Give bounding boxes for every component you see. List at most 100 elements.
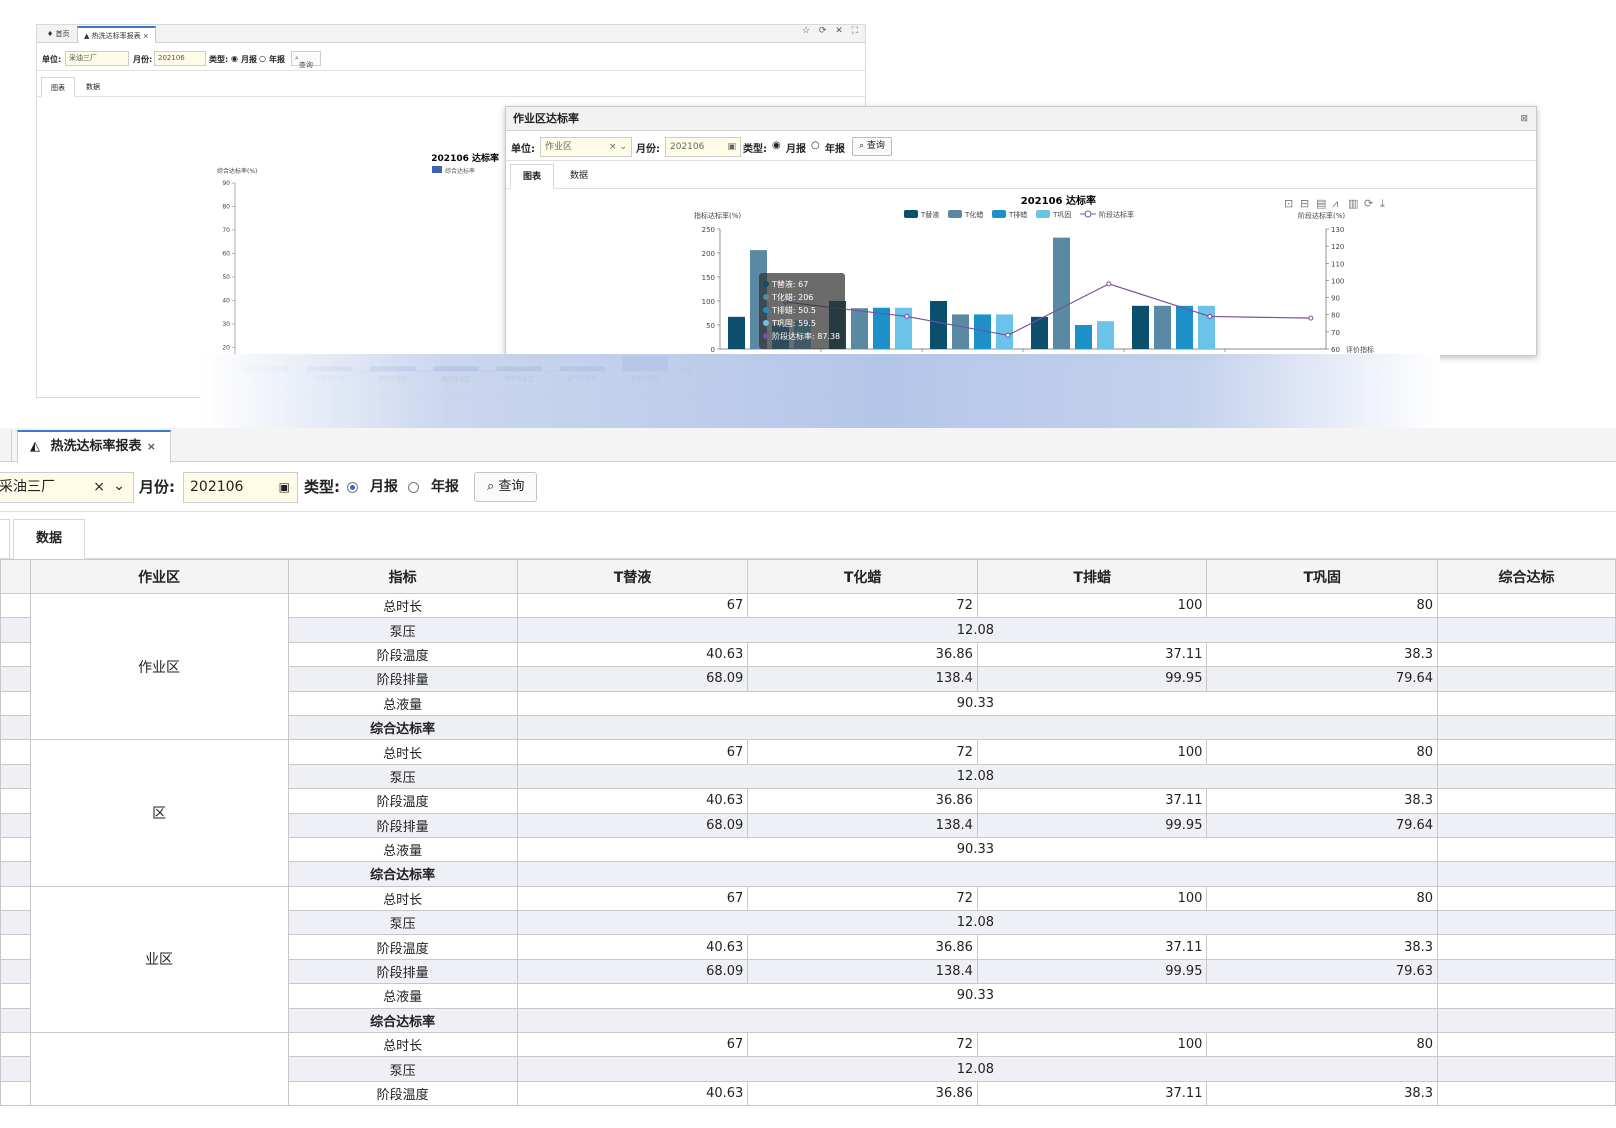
subtab-data[interactable]: 数据 — [86, 83, 100, 91]
rate-point — [1106, 281, 1112, 287]
main-subtabs: 数据 — [0, 512, 1616, 559]
close-icon[interactable]: ⊠ — [1520, 114, 1528, 124]
unit-select[interactable]: 采油三厂 — [65, 51, 129, 66]
legend-label: T化蜡 — [964, 210, 983, 219]
unit-select[interactable]: 作业区 × ⌄ — [540, 137, 632, 157]
row-index-cell — [0, 641, 31, 668]
row-index-cell — [0, 958, 31, 985]
merged-value-cell — [516, 861, 1439, 887]
chevron-down-icon[interactable]: ⌄ — [113, 478, 125, 494]
overall-rate-cell — [1437, 788, 1616, 814]
overall-rate-cell — [1437, 885, 1616, 912]
small-filter-bar: 单位: 采油三厂 月份: 202106 类型: ◉ 月报 ○ 年报 ⌕ 查询 — [37, 47, 865, 71]
radio-yearly[interactable]: ○ — [811, 140, 820, 151]
subtab-data[interactable]: 数据 — [570, 171, 589, 181]
report-table: 作业区 指标 T替液 T化蜡 T排蜡 T巩固 综合达标 作业区 总时长 67 72 100 80 泵压 12… — [0, 559, 1616, 1107]
value-cell: 80 — [1206, 1032, 1439, 1058]
value-cell: 38.3 — [1206, 641, 1439, 668]
value-cell: 38.3 — [1206, 788, 1439, 814]
close-icon[interactable]: × — [146, 440, 156, 453]
overall-rate-cell — [1437, 1007, 1616, 1034]
calendar-icon[interactable]: ▣ — [278, 480, 290, 494]
bar-switch-icon[interactable]: ▥ — [1348, 197, 1358, 210]
month-input[interactable]: 202106 — [154, 51, 206, 66]
overall-rate-cell — [1437, 1056, 1616, 1082]
subtab-chart[interactable]: 图表 — [41, 77, 75, 97]
table-header-cell: T替液 — [516, 559, 749, 594]
month-input[interactable]: 202106 ▣ — [665, 137, 741, 157]
subtab-chart[interactable]: 图表 — [510, 164, 555, 189]
table-row: 总时长 67 72 100 80 — [0, 1032, 1616, 1107]
save-image-icon[interactable]: ⤓ — [1380, 197, 1385, 210]
radio-yearly[interactable]: ○ — [259, 54, 266, 63]
table-row: 阶段排量 68.09 138.4 99.95 79.64 — [0, 666, 1616, 692]
clear-icon[interactable]: × — [93, 479, 105, 495]
value-cell: 100 — [976, 592, 1208, 619]
bar — [895, 307, 912, 349]
table-row: 泵压 12.08 — [0, 1056, 1616, 1082]
value-cell: 67 — [516, 1032, 749, 1058]
table-header-cell: T巩固 — [1206, 559, 1439, 594]
tooltip-line: T巩固: 59.5 — [771, 319, 816, 328]
radio-monthly[interactable] — [347, 482, 358, 493]
radio-yearly[interactable] — [408, 482, 419, 493]
indicator-cell: 阶段温度 — [287, 788, 518, 814]
zoom-reset-icon[interactable]: ⊟ — [1300, 197, 1309, 210]
month-input[interactable]: 202106 ▣ — [183, 472, 298, 503]
month-label: 月份: — [636, 144, 660, 155]
overall-rate-cell — [1437, 958, 1616, 985]
query-button[interactable]: ⌕ 查询 — [291, 51, 321, 69]
overall-rate-cell — [1437, 861, 1616, 887]
indicator-cell: 总液量 — [287, 690, 518, 716]
radio-monthly[interactable]: ◉ — [772, 140, 781, 151]
indicator-cell: 总时长 — [287, 885, 518, 912]
value-cell: 72 — [747, 885, 978, 912]
overall-rate-cell — [1437, 690, 1616, 716]
value-cell: 100 — [976, 739, 1208, 765]
line-switch-icon[interactable]: ⩘ — [1332, 197, 1338, 210]
calendar-icon[interactable]: ▣ — [727, 142, 736, 152]
restore-icon[interactable]: ⟳ — [1364, 197, 1373, 210]
unit-select[interactable]: 采油三厂 × ⌄ — [0, 472, 134, 503]
popup-filter-bar: 单位: 作业区 × ⌄ 月份: 202106 ▣ 类型: ◉ 月报 ○ 年报 ⌕ 查… — [506, 131, 1536, 161]
table-header-cell: 指标 — [287, 559, 518, 594]
row-index-cell — [0, 1007, 31, 1034]
legend-label: T巩固 — [1052, 211, 1071, 219]
close-icon[interactable]: × — [142, 32, 149, 40]
window-tools[interactable]: ☆ ⟳ ✕ ⛶ — [801, 26, 861, 36]
overall-rate-cell — [1437, 617, 1616, 643]
query-button[interactable]: ⌕ 查询 — [474, 472, 538, 502]
subtab-chart-edge[interactable] — [0, 519, 10, 559]
query-button[interactable]: ⌕ 查询 — [852, 137, 892, 156]
tab-heat-wash-report[interactable]: ◭ 热洗达标率报表 × — [17, 430, 171, 463]
tooltip-marker — [763, 307, 769, 313]
previous-tab-edge[interactable] — [0, 430, 12, 462]
row-index-cell — [0, 836, 31, 863]
legend-label: 综合达标率 — [445, 167, 475, 175]
query-button-label: 查询 — [866, 141, 885, 151]
table-header-cell: 作业区 — [29, 559, 289, 594]
indicator-cell: 阶段排量 — [287, 812, 518, 838]
data-view-icon[interactable]: ▤ — [1316, 197, 1326, 210]
unit-select-value: 采油三厂 — [0, 479, 55, 495]
row-index-cell — [0, 739, 31, 765]
rate-point — [1308, 315, 1314, 321]
decorative-gradient-band — [200, 354, 1440, 430]
bar — [1097, 321, 1114, 349]
value-cell: 138.4 — [747, 666, 978, 692]
tab-home[interactable]: ♦ 首页 — [47, 30, 70, 38]
subtab-data[interactable]: 数据 — [13, 519, 85, 559]
type-label: 类型: — [304, 478, 340, 496]
value-cell: 40.63 — [516, 934, 749, 960]
merged-value-cell — [516, 714, 1439, 741]
value-cell: 37.11 — [976, 641, 1208, 668]
radio-monthly[interactable]: ◉ — [231, 54, 238, 63]
tab-report-small[interactable]: ▲ 热洗达标率报表 × — [77, 26, 156, 43]
y-axis-label: 综合达标率(%) — [217, 167, 257, 175]
y-tick-label-right: 60 — [1331, 346, 1340, 354]
zoom-icon[interactable]: ⊡ — [1284, 197, 1293, 210]
chevron-down-icon[interactable]: × ⌄ — [609, 142, 627, 152]
row-index-cell — [0, 617, 31, 643]
overall-rate-cell — [1437, 812, 1616, 838]
bar — [1075, 325, 1092, 349]
